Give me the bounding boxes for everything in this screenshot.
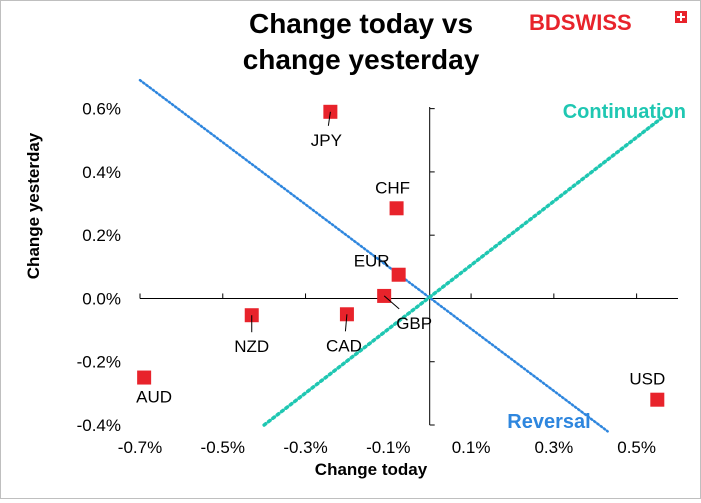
chart-title-line1: Change today vs [249, 8, 473, 39]
point-leader-line [327, 111, 331, 126]
x-axis-title: Change today [315, 460, 428, 479]
point-label-jpy: JPY [311, 131, 342, 150]
y-tick-label: 0.4% [82, 163, 121, 182]
reversal-annotation: Reversal [507, 411, 590, 433]
brand-logo-part2: SWISS [561, 10, 632, 35]
point-label-eur: EUR [354, 252, 390, 271]
x-tick-label: -0.3% [283, 438, 327, 457]
data-points [137, 104, 665, 407]
x-tick-label: 0.3% [534, 438, 573, 457]
y-tick-label: -0.4% [77, 416, 121, 435]
brand-logo-part1: BD [529, 10, 561, 35]
data-point-chf [389, 201, 404, 216]
x-tick-label: 0.5% [617, 438, 656, 457]
point-leader-line [344, 314, 348, 332]
point-leader-line [383, 295, 400, 310]
y-tick-label: 0.0% [82, 289, 121, 308]
brand-cross-mark-icon [677, 13, 685, 21]
point-label-nzd: NZD [234, 337, 269, 356]
brand-logo-text: BDSWISS [529, 10, 632, 35]
point-label-chf: CHF [375, 178, 410, 197]
point-label-cad: CAD [326, 336, 362, 355]
y-tick-label: -0.2% [77, 353, 121, 372]
chart-title-line2: change yesterday [243, 44, 480, 75]
x-tick-label: -0.7% [118, 438, 162, 457]
continuation-annotation: Continuation [563, 101, 686, 123]
point-label-usd: USD [629, 370, 665, 389]
continuation-line [262, 116, 664, 427]
y-tick-label: 0.2% [82, 226, 121, 245]
reversal-line [138, 78, 609, 433]
axes: -0.7% -0.5% -0.3% -0.1% 0.1% 0.3% 0.5% -0.4% -0.… [77, 100, 678, 457]
point-label-aud: AUD [136, 388, 172, 407]
point-label-gbp: GBP [396, 314, 432, 333]
data-point-aud [137, 370, 152, 385]
data-point-eur [391, 267, 406, 282]
reference-lines [138, 78, 664, 433]
y-tick-label: 0.6% [82, 100, 121, 119]
brand-logo: BDSWISS [529, 10, 687, 35]
x-tick-label: -0.5% [201, 438, 245, 457]
x-tick-label: 0.1% [452, 438, 491, 457]
y-axis-title: Change yesterday [24, 132, 43, 279]
point-labels: JPY CHF EUR GBP NZD CAD AUD USD [136, 111, 665, 407]
data-point-usd [650, 392, 665, 407]
x-tick-label: -0.1% [366, 438, 410, 457]
